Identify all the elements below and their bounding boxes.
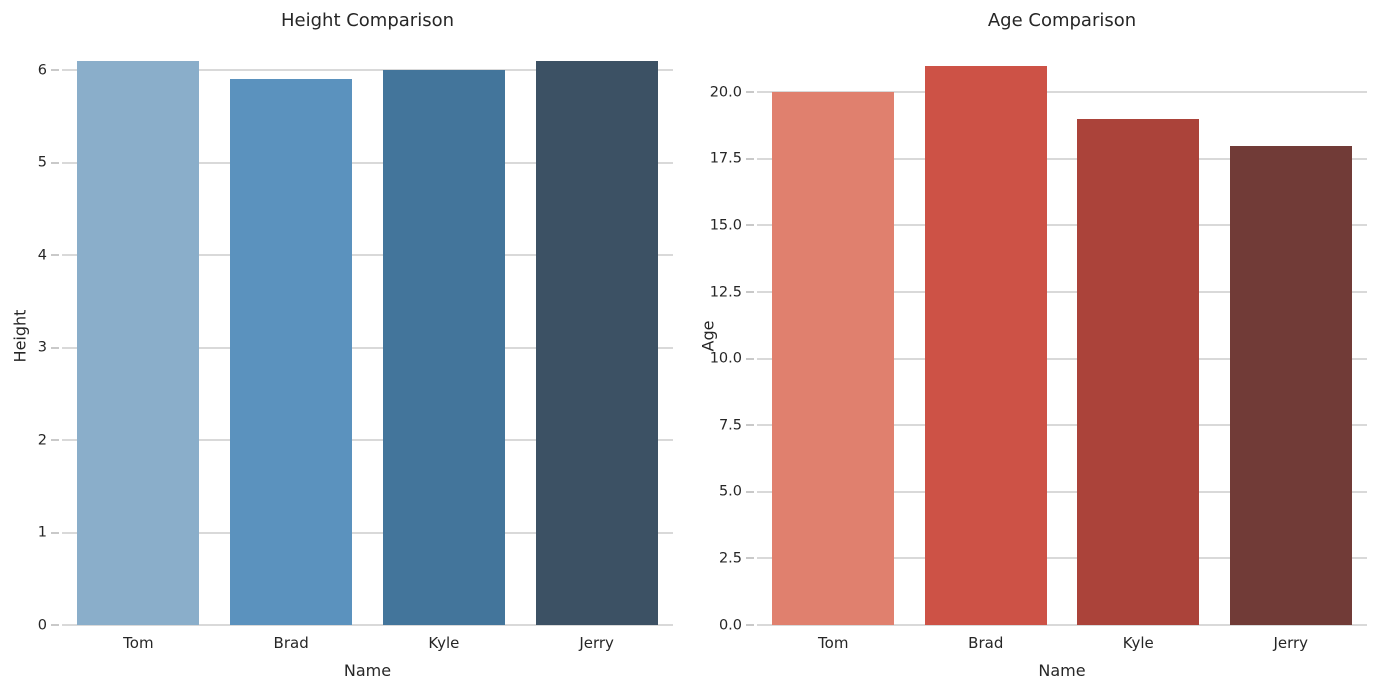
- y-tick-label: 20.0: [709, 84, 742, 101]
- y-tick-label: 15.0: [709, 217, 742, 234]
- y-axis-label: Age: [698, 320, 718, 352]
- x-tick-label: Brad: [968, 634, 1004, 652]
- y-tick-mark: [51, 439, 59, 442]
- y-tick-mark: [51, 161, 59, 164]
- x-tick-label: Jerry: [579, 634, 614, 652]
- gridline: [62, 531, 673, 534]
- y-tick-mark: [746, 224, 754, 227]
- y-tick-label: 0: [37, 616, 47, 633]
- gridline: [757, 424, 1367, 427]
- y-tick-label: 0.0: [718, 616, 742, 633]
- y-tick-label: 7.5: [718, 416, 742, 433]
- y-tick-mark: [746, 490, 754, 493]
- bar-brad: [924, 65, 1047, 625]
- x-axis-label: Name: [343, 661, 392, 680]
- y-tick-mark: [51, 254, 59, 257]
- bar-kyle: [382, 70, 505, 625]
- chart-age-comparison: Age Comparison Age 0.0 2.5 5.0 7.5 10.0 12.5 1…: [695, 0, 1389, 690]
- x-tick-label: Brad: [273, 634, 309, 652]
- gridline: [62, 346, 673, 349]
- bar-brad: [230, 79, 353, 625]
- gridline: [757, 490, 1367, 493]
- y-tick-mark: [746, 291, 754, 294]
- x-axis-label: Name: [1038, 661, 1086, 680]
- bar-jerry: [1229, 145, 1352, 625]
- y-tick-label: 4: [37, 246, 47, 263]
- bar-tom: [772, 92, 895, 625]
- gridline: [62, 624, 673, 626]
- y-tick-mark: [51, 69, 59, 72]
- y-tick-label: 5: [37, 154, 47, 171]
- chart-height-comparison: Height Comparison Height 0 1 2 3 4 5 6 Tom Brad K…: [10, 10, 673, 680]
- y-tick-mark: [746, 157, 754, 160]
- bar-kyle: [1077, 118, 1200, 625]
- gridline: [62, 439, 673, 442]
- y-tick-mark: [746, 624, 754, 626]
- y-tick-mark: [51, 624, 59, 626]
- y-tick-label: 2: [37, 431, 47, 448]
- y-tick-label: 3: [37, 339, 47, 356]
- y-tick-mark: [51, 531, 59, 534]
- y-tick-label: 12.5: [709, 283, 742, 300]
- y-tick-mark: [51, 346, 59, 349]
- y-tick-label: 17.5: [709, 150, 742, 167]
- x-tick-label: Tom: [818, 634, 849, 652]
- chart-title: Height Comparison: [281, 10, 454, 31]
- gridline: [757, 157, 1367, 160]
- x-tick-label: Kyle: [428, 634, 460, 652]
- y-tick-mark: [746, 91, 754, 94]
- y-axis-label: Height: [10, 309, 30, 363]
- chart-title: Age Comparison: [987, 10, 1137, 31]
- gridline: [757, 357, 1367, 360]
- gridline: [757, 624, 1367, 626]
- y-tick-mark: [746, 557, 754, 560]
- bar-tom: [77, 60, 200, 625]
- y-tick-label: 1: [37, 524, 47, 541]
- y-tick-label: 5.0: [718, 483, 742, 500]
- bar-jerry: [535, 60, 658, 625]
- y-tick-mark: [746, 424, 754, 427]
- gridline: [757, 91, 1367, 94]
- x-tick-label: Tom: [123, 634, 154, 652]
- gridline: [62, 254, 673, 257]
- x-tick-label: Jerry: [1273, 634, 1309, 652]
- y-tick-mark: [746, 357, 754, 360]
- y-tick-label: 6: [37, 61, 47, 78]
- plot-area: 0.0 2.5 5.0 7.5 10.0 12.5 15.0 17.5 20.0 Tom Brad K…: [710, 47, 1367, 652]
- gridline: [62, 69, 673, 72]
- gridline: [757, 557, 1367, 560]
- y-tick-label: 2.5: [718, 550, 742, 567]
- gridline: [757, 291, 1367, 294]
- x-tick-label: Kyle: [1122, 634, 1154, 652]
- y-tick-label: 10.0: [709, 350, 742, 367]
- plot-area: 0 1 2 3 4 5 6 Tom Brad Kyle Jerry: [38, 47, 673, 652]
- gridline: [62, 161, 673, 164]
- gridline: [757, 224, 1367, 227]
